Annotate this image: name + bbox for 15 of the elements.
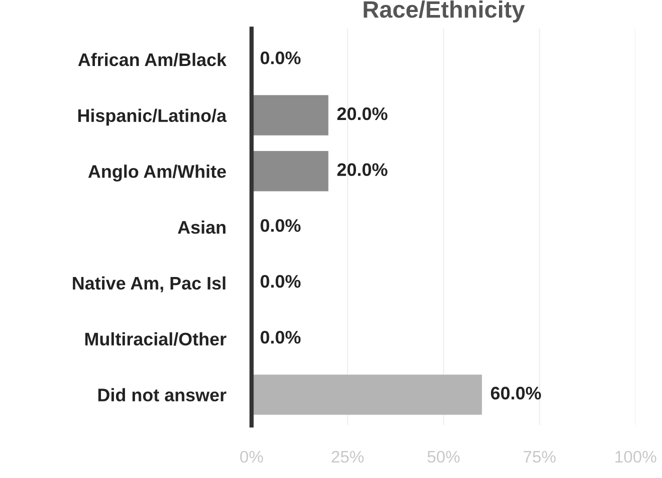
data-label: 20.0% xyxy=(337,163,388,176)
y-tick-label: African Am/Black xyxy=(78,52,227,66)
data-label: 60.0% xyxy=(490,386,541,400)
y-tick-label: Did not answer xyxy=(98,388,226,402)
y-tick-label: Asian xyxy=(178,220,226,234)
chart-title: Race/Ethnicity xyxy=(364,0,525,22)
data-label: 0.0% xyxy=(260,219,301,232)
data-label: 20.0% xyxy=(337,107,388,120)
data-label: 0.0% xyxy=(260,330,301,344)
y-tick-label: Anglo Am/White xyxy=(88,164,226,182)
data-label: 0.0% xyxy=(260,51,301,64)
y-tick-label: Native Am, Pac Isl xyxy=(72,276,226,292)
y-tick-label: Multiracial/Other xyxy=(85,332,226,346)
y-tick-label: Hispanic/Latino/a xyxy=(78,108,227,126)
data-label: 0.0% xyxy=(260,274,301,288)
